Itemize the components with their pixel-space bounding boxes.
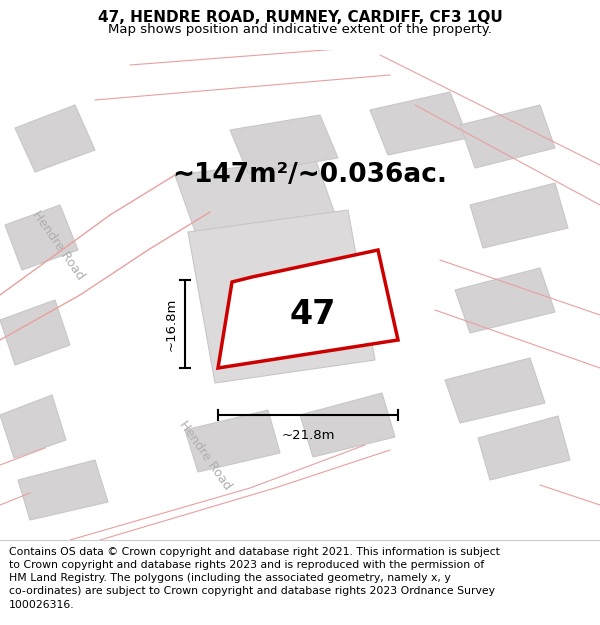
Text: Hendre Road: Hendre Road [176,418,233,492]
Polygon shape [218,250,398,368]
Polygon shape [15,105,95,172]
Text: ~147m²/~0.036ac.: ~147m²/~0.036ac. [173,162,448,188]
Polygon shape [470,183,568,248]
Polygon shape [230,115,338,173]
Text: ~16.8m: ~16.8m [164,298,178,351]
Polygon shape [370,92,468,155]
Polygon shape [18,460,108,520]
Text: ~21.8m: ~21.8m [281,429,335,442]
Polygon shape [0,300,70,365]
Polygon shape [5,205,78,270]
Text: 47, HENDRE ROAD, RUMNEY, CARDIFF, CF3 1QU: 47, HENDRE ROAD, RUMNEY, CARDIFF, CF3 1Q… [98,10,502,25]
Polygon shape [455,268,555,333]
Polygon shape [0,395,66,458]
Text: Contains OS data © Crown copyright and database right 2021. This information is : Contains OS data © Crown copyright and d… [9,547,500,609]
Text: Map shows position and indicative extent of the property.: Map shows position and indicative extent… [108,23,492,36]
Polygon shape [185,410,280,472]
Text: Hendre Road: Hendre Road [29,208,86,282]
Polygon shape [478,416,570,480]
Text: 47: 47 [290,299,336,331]
Polygon shape [460,105,555,168]
Polygon shape [300,393,395,457]
Polygon shape [188,210,375,383]
Polygon shape [445,358,545,423]
Polygon shape [175,158,340,245]
